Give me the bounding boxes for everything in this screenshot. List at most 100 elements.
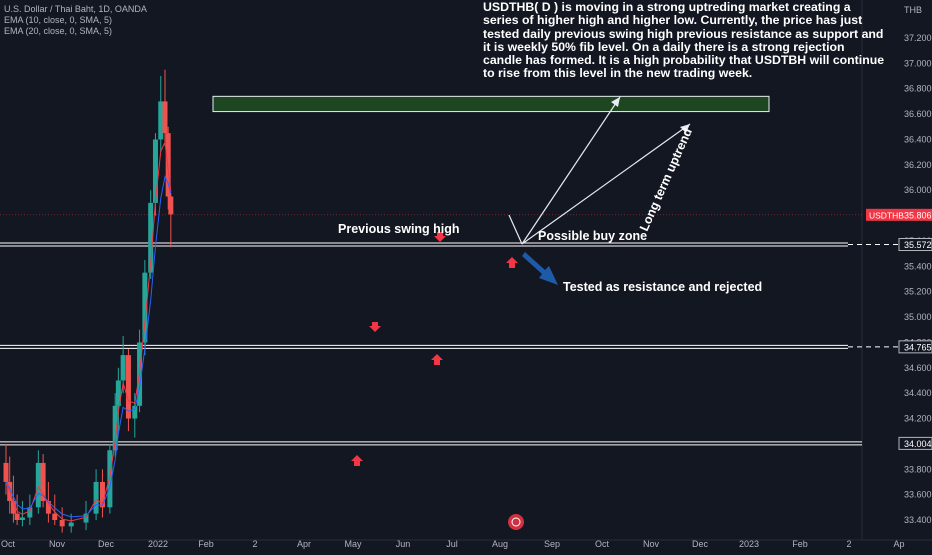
candle-body <box>14 513 20 520</box>
candle-body <box>165 133 171 197</box>
x-tick-label: 2023 <box>739 539 759 549</box>
possible-buy-zone-label: Possible buy zone <box>538 229 647 243</box>
x-tick-label: Ap <box>893 539 904 549</box>
replay-icon <box>508 514 524 530</box>
y-tick-label: 36.800 <box>904 84 932 94</box>
long-term-uptrend-label: Long term uptrend <box>637 126 695 233</box>
replay-icon-inner <box>511 517 521 527</box>
x-tick-label: Feb <box>198 539 214 549</box>
candle-body <box>83 513 89 523</box>
ema10-line <box>5 140 172 522</box>
level-price-text: 34.004 <box>904 439 932 449</box>
x-tick-label: Nov <box>49 539 66 549</box>
x-tick-label: Sep <box>544 539 560 549</box>
previous-swing-high-label: Previous swing high <box>338 222 460 236</box>
uptrend-arrow-line <box>521 96 621 245</box>
candle-body <box>132 405 138 419</box>
analysis-note: USDTHB( D ) is moving in a strong uptred… <box>483 0 885 81</box>
pullback-line <box>508 214 523 245</box>
y-tick-label: 34.600 <box>904 363 932 373</box>
x-tick-label: Nov <box>643 539 660 549</box>
symbol-title: U.S. Dollar / Thai Baht, 1D, OANDA <box>4 4 147 14</box>
x-tick-label: 2 <box>252 539 257 549</box>
candle-body <box>93 481 99 514</box>
long-term-arrow-line <box>521 123 691 245</box>
candle-body <box>168 196 174 215</box>
candle-body <box>112 405 118 451</box>
x-tick-label: May <box>344 539 362 549</box>
x-tick-label: Apr <box>297 539 311 549</box>
candle-body <box>40 462 46 501</box>
x-tick-label: Dec <box>98 539 115 549</box>
candle-body <box>115 380 121 406</box>
y-tick-label: 36.200 <box>904 160 932 170</box>
candle-body <box>99 481 105 508</box>
ema20-line <box>5 174 172 518</box>
current-symbol-text: USDTHB <box>869 210 904 220</box>
long-term-arrow-head <box>680 124 690 133</box>
level-price-tag <box>898 340 932 354</box>
candle-body <box>45 500 51 514</box>
y-tick-label: 33.600 <box>904 490 932 500</box>
resistance-zone <box>212 95 770 113</box>
ema20-legend: EMA (20, close, 0, SMA, 5) <box>4 26 113 36</box>
candle-body <box>148 202 154 273</box>
x-tick-label: Jul <box>446 539 458 549</box>
tested-resistance-label: Tested as resistance and rejected <box>563 280 762 294</box>
x-tick-label: 2022 <box>148 539 168 549</box>
y-tick-label: 35.400 <box>904 261 932 271</box>
candle-body <box>19 517 25 520</box>
candle-body <box>10 500 16 514</box>
arrow-up-marker <box>506 257 518 268</box>
x-tick-label: Dec <box>692 539 709 549</box>
candle-body <box>162 101 168 134</box>
y-tick-label: 37.000 <box>904 58 932 68</box>
x-tick-label: Jun <box>396 539 411 549</box>
candle-body <box>158 101 164 140</box>
y-tick-label: 34.200 <box>904 414 932 424</box>
currency-label: THB <box>904 5 922 15</box>
y-tick-label: 33.800 <box>904 464 932 474</box>
arrow-down-marker <box>434 232 446 242</box>
candle-body <box>68 522 74 527</box>
candle-body <box>3 462 9 482</box>
current-price-tag <box>866 208 932 221</box>
y-tick-label: 34.400 <box>904 388 932 398</box>
x-tick-label: 2 <box>846 539 851 549</box>
candle-body <box>59 520 65 527</box>
current-price-text: 35.806 <box>904 210 932 220</box>
uptrend-arrow-head <box>611 97 620 107</box>
candle-body <box>120 355 126 381</box>
y-tick-label: 36.000 <box>904 185 932 195</box>
level-price-text: 34.765 <box>904 342 932 352</box>
y-tick-label: 36.400 <box>904 134 932 144</box>
y-tick-label: 35.000 <box>904 312 932 322</box>
candle-body <box>152 139 158 203</box>
x-tick-label: Aug <box>492 539 508 549</box>
x-tick-label: Feb <box>792 539 808 549</box>
candle-body <box>35 462 41 508</box>
y-tick-label: 36.600 <box>904 109 932 119</box>
x-tick-label: Oct <box>1 539 16 549</box>
y-tick-label: 35.200 <box>904 287 932 297</box>
level-price-tag <box>898 237 932 251</box>
rejection-arrow <box>522 252 558 285</box>
chart-legend: U.S. Dollar / Thai Baht, 1D, OANDA EMA (… <box>4 4 147 37</box>
y-tick-label: 37.200 <box>904 33 932 43</box>
y-tick-label: 33.400 <box>904 515 932 525</box>
x-tick-label: Oct <box>595 539 610 549</box>
arrow-up-marker <box>431 354 443 365</box>
level-price-tag <box>898 436 932 450</box>
ema10-legend: EMA (10, close, 0, SMA, 5) <box>4 15 113 25</box>
candle-body <box>52 513 58 520</box>
arrow-down-marker <box>369 322 381 332</box>
price-axis-panel <box>862 0 932 550</box>
candle-body <box>27 507 33 518</box>
candle-body <box>125 355 131 419</box>
candle-body <box>142 272 148 343</box>
level-price-text: 35.572 <box>904 240 932 250</box>
candle-body <box>107 450 113 508</box>
arrow-up-marker <box>351 455 363 466</box>
